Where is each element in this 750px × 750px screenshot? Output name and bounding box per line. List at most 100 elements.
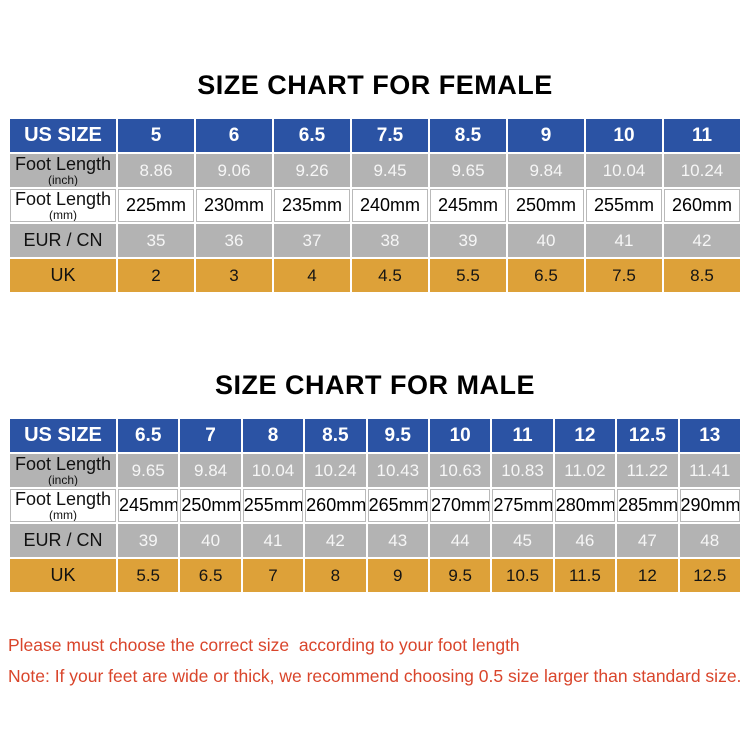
foot-length-mm-cell: 255mm <box>586 189 662 222</box>
uk-cell: 8.5 <box>664 259 740 292</box>
eur-cn-cell: 38 <box>352 224 428 257</box>
foot-length-inch-cell: 10.04 <box>586 154 662 187</box>
us-size-cell: 13 <box>679 419 740 452</box>
row-label-foot-length-mm: Foot Length (mm) <box>10 189 116 222</box>
eur-cn-cell: 46 <box>554 524 616 557</box>
us-size-cell: 6.5 <box>118 419 179 452</box>
uk-cell: 5.5 <box>430 259 506 292</box>
eur-cn-cell: 45 <box>492 524 553 557</box>
note-wide-feet: Note: If your feet are wide or thick, we… <box>8 666 742 686</box>
us-size-cell: 12 <box>554 419 616 452</box>
eur-cn-cell: 35 <box>118 224 194 257</box>
us-size-cell: 9 <box>508 119 584 152</box>
eur-cn-cell: 39 <box>118 524 179 557</box>
foot-length-inch-cell: 11.22 <box>617 454 678 487</box>
foot-length-mm-cell: 275mm <box>492 489 553 522</box>
us-size-cell: 10 <box>429 419 491 452</box>
eur-cn-cell: 42 <box>305 524 366 557</box>
us-size-cell: 11 <box>664 119 740 152</box>
eur-cn-cell: 43 <box>367 524 428 557</box>
eur-cn-cell: 40 <box>180 524 241 557</box>
eur-cn-cell: 42 <box>664 224 740 257</box>
us-size-cell: 7 <box>180 419 241 452</box>
female-chart-title: SIZE CHART FOR FEMALE <box>197 70 553 100</box>
foot-length-mm-cell: 240mm <box>352 189 428 222</box>
uk-cell: 3 <box>196 259 272 292</box>
foot-length-mm-cell: 280mm <box>554 489 616 522</box>
us-size-cell: 10 <box>586 119 662 152</box>
row-label-eur-cn: EUR / CN <box>10 224 116 257</box>
uk-cell: 4.5 <box>352 259 428 292</box>
uk-cell: 12 <box>617 559 678 592</box>
foot-length-inch-cell: 9.06 <box>196 154 272 187</box>
uk-cell: 10.5 <box>492 559 553 592</box>
foot-length-inch-cell: 10.04 <box>242 454 304 487</box>
foot-length-mm-cell: 265mm <box>367 489 428 522</box>
eur-cn-cell: 44 <box>429 524 491 557</box>
row-label-uk: UK <box>10 259 116 292</box>
us-size-cell: 6.5 <box>274 119 350 152</box>
foot-length-inch-cell: 9.84 <box>180 454 241 487</box>
foot-length-inch-cell: 9.45 <box>352 154 428 187</box>
foot-length-inch-row: Foot Length (inch) 8.86 9.06 9.26 9.45 9.65 9.8… <box>10 154 740 187</box>
foot-length-inch-cell: 10.24 <box>664 154 740 187</box>
foot-length-mm-cell: 260mm <box>305 489 366 522</box>
uk-cell: 7.5 <box>586 259 662 292</box>
eur-cn-cell: 41 <box>242 524 304 557</box>
female-size-table: US SIZE 5 6 6.5 7.5 8.5 9 10 11 Foot Length (inch)… <box>8 117 742 294</box>
eur-cn-cell: 48 <box>679 524 740 557</box>
us-size-cell: 8.5 <box>430 119 506 152</box>
foot-length-inch-cell: 10.43 <box>367 454 428 487</box>
uk-cell: 9 <box>367 559 428 592</box>
male-size-table: US SIZE 6.5 7 8 8.5 9.5 10 11 12 12.5 13 Foot Lengt… <box>8 417 742 594</box>
us-size-cell: 8 <box>242 419 304 452</box>
uk-cell: 12.5 <box>679 559 740 592</box>
foot-length-inch-cell: 9.84 <box>508 154 584 187</box>
row-label-foot-length-inch: Foot Length (inch) <box>10 154 116 187</box>
eur-cn-cell: 39 <box>430 224 506 257</box>
uk-cell: 6.5 <box>508 259 584 292</box>
foot-length-inch-cell: 11.02 <box>554 454 616 487</box>
row-label-foot-length-mm: Foot Length (mm) <box>10 489 116 522</box>
row-label-foot-length-inch: Foot Length (inch) <box>10 454 116 487</box>
uk-row: UK 5.5 6.5 7 8 9 9.5 10.5 11.5 12 12.5 <box>10 559 740 592</box>
row-label-us-size: US SIZE <box>10 119 116 152</box>
uk-cell: 6.5 <box>180 559 241 592</box>
foot-length-mm-cell: 225mm <box>118 189 194 222</box>
note-choose-correct-size: Please must choose the correct size acco… <box>8 635 520 655</box>
foot-length-inch-cell: 9.65 <box>430 154 506 187</box>
foot-length-mm-row: Foot Length (mm) 225mm 230mm 235mm 240mm 245mm… <box>10 189 740 222</box>
uk-cell: 8 <box>305 559 366 592</box>
foot-length-mm-cell: 260mm <box>664 189 740 222</box>
foot-length-mm-row: Foot Length (mm) 245mm 250mm 255mm 260mm 265mm… <box>10 489 740 522</box>
foot-length-mm-cell: 245mm <box>430 189 506 222</box>
foot-length-inch-cell: 11.41 <box>679 454 740 487</box>
foot-length-mm-cell: 250mm <box>180 489 241 522</box>
foot-length-mm-cell: 235mm <box>274 189 350 222</box>
foot-length-mm-cell: 250mm <box>508 189 584 222</box>
us-size-cell: 6 <box>196 119 272 152</box>
eur-cn-cell: 36 <box>196 224 272 257</box>
foot-length-inch-cell: 10.83 <box>492 454 553 487</box>
us-size-cell: 7.5 <box>352 119 428 152</box>
foot-length-mm-cell: 255mm <box>242 489 304 522</box>
us-size-cell: 11 <box>492 419 553 452</box>
foot-length-inch-cell: 10.24 <box>305 454 366 487</box>
uk-cell: 2 <box>118 259 194 292</box>
uk-cell: 7 <box>242 559 304 592</box>
us-size-cell: 9.5 <box>367 419 428 452</box>
us-size-row: US SIZE 5 6 6.5 7.5 8.5 9 10 11 <box>10 119 740 152</box>
foot-length-mm-cell: 245mm <box>118 489 179 522</box>
uk-row: UK 2 3 4 4.5 5.5 6.5 7.5 8.5 <box>10 259 740 292</box>
foot-length-mm-cell: 285mm <box>617 489 678 522</box>
eur-cn-cell: 47 <box>617 524 678 557</box>
foot-length-mm-cell: 270mm <box>429 489 491 522</box>
row-label-eur-cn: EUR / CN <box>10 524 116 557</box>
eur-cn-row: EUR / CN 39 40 41 42 43 44 45 46 47 48 <box>10 524 740 557</box>
eur-cn-cell: 37 <box>274 224 350 257</box>
foot-length-inch-cell: 10.63 <box>429 454 491 487</box>
size-notes: Please must choose the correct size acco… <box>8 630 742 692</box>
uk-cell: 11.5 <box>554 559 616 592</box>
foot-length-mm-cell: 230mm <box>196 189 272 222</box>
eur-cn-cell: 40 <box>508 224 584 257</box>
